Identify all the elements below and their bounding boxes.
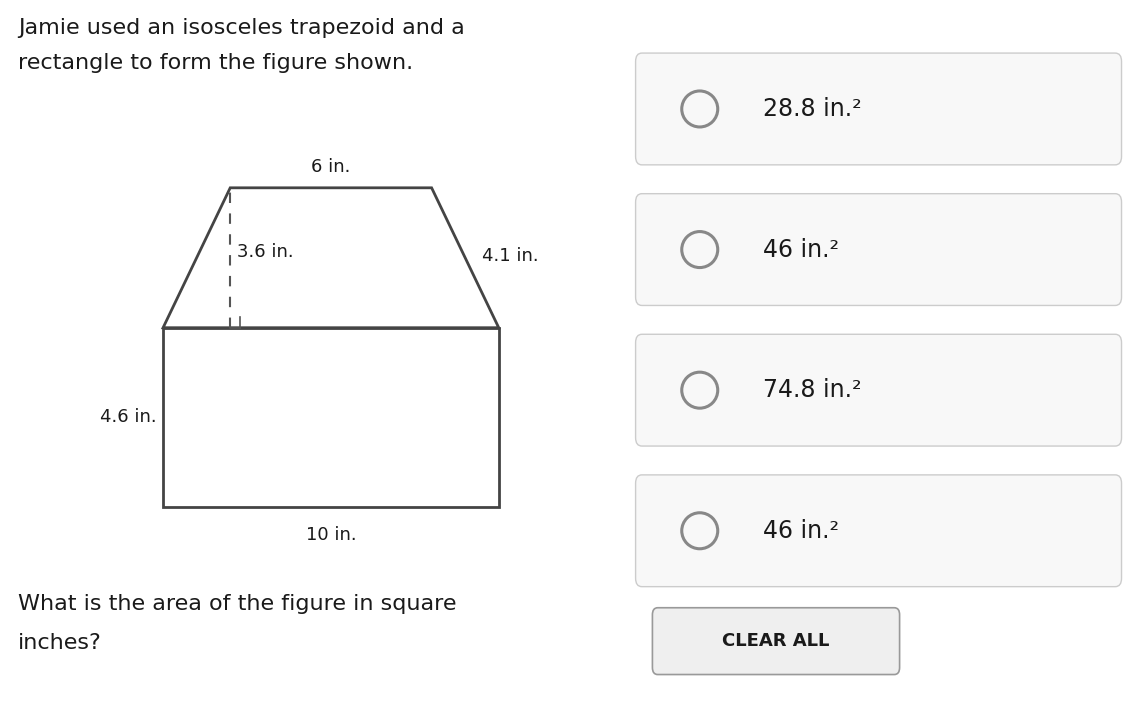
- Ellipse shape: [682, 512, 718, 549]
- Text: 4.6 in.: 4.6 in.: [100, 408, 156, 426]
- Text: 46 in.²: 46 in.²: [762, 238, 839, 262]
- Text: 4.1 in.: 4.1 in.: [482, 247, 538, 265]
- FancyBboxPatch shape: [636, 53, 1122, 165]
- Polygon shape: [163, 188, 499, 328]
- FancyBboxPatch shape: [636, 334, 1122, 446]
- FancyBboxPatch shape: [636, 475, 1122, 586]
- Text: CLEAR ALL: CLEAR ALL: [723, 632, 830, 650]
- Text: 28.8 in.²: 28.8 in.²: [762, 97, 862, 121]
- Text: 46 in.²: 46 in.²: [762, 519, 839, 543]
- Text: What is the area of the figure in square: What is the area of the figure in square: [18, 594, 457, 614]
- Ellipse shape: [682, 91, 718, 127]
- Text: inches?: inches?: [18, 633, 102, 652]
- Polygon shape: [163, 328, 499, 506]
- Ellipse shape: [682, 372, 718, 408]
- Text: 74.8 in.²: 74.8 in.²: [762, 378, 862, 402]
- Text: rectangle to form the figure shown.: rectangle to form the figure shown.: [18, 53, 413, 72]
- Text: 3.6 in.: 3.6 in.: [236, 243, 294, 261]
- FancyBboxPatch shape: [636, 193, 1122, 305]
- FancyBboxPatch shape: [653, 607, 899, 675]
- Ellipse shape: [682, 231, 718, 268]
- Text: 6 in.: 6 in.: [311, 158, 351, 176]
- Text: Jamie used an isosceles trapezoid and a: Jamie used an isosceles trapezoid and a: [18, 18, 465, 37]
- Text: 10 in.: 10 in.: [305, 526, 356, 544]
